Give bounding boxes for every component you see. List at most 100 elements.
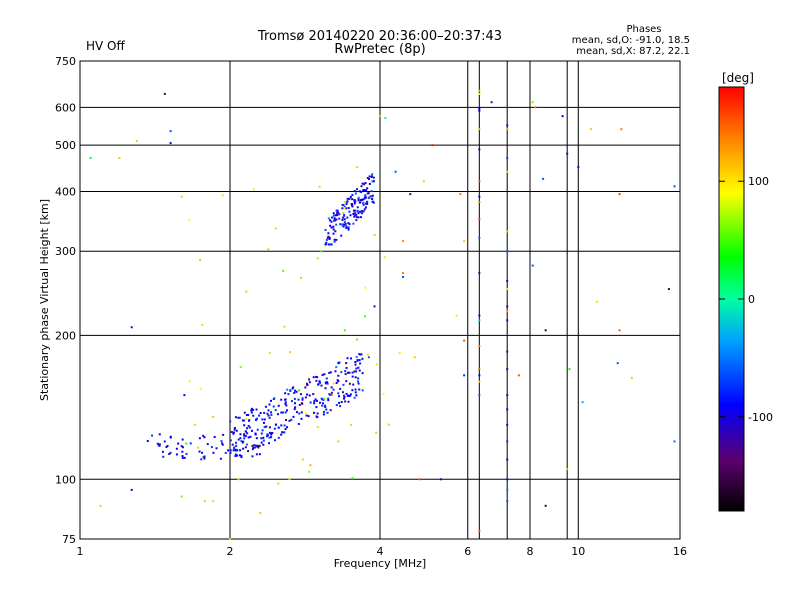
echo-point xyxy=(353,215,356,218)
echo-point xyxy=(233,426,236,429)
echo-point xyxy=(271,431,274,434)
echo-point xyxy=(268,431,271,434)
echo-point xyxy=(243,419,246,422)
echo-point xyxy=(353,199,356,202)
echo-point xyxy=(343,201,346,204)
status-label: HV Off xyxy=(86,39,125,53)
echo-point xyxy=(356,210,359,213)
echo-point xyxy=(332,388,335,391)
echo-point xyxy=(238,416,241,419)
echo-point xyxy=(333,217,336,220)
y-tick-label: 200 xyxy=(55,329,76,342)
echo-point xyxy=(618,193,621,196)
echo-point xyxy=(294,389,297,392)
echo-point xyxy=(338,213,341,216)
echo-point xyxy=(229,449,232,452)
echo-point xyxy=(328,393,331,396)
echo-point xyxy=(336,212,339,215)
echo-point xyxy=(343,329,346,332)
echo-point xyxy=(312,393,315,396)
echo-point xyxy=(324,381,327,384)
echo-point xyxy=(325,241,328,244)
echo-point xyxy=(222,433,225,436)
echo-point xyxy=(360,190,363,193)
echo-point xyxy=(506,394,509,397)
echo-point xyxy=(327,232,330,235)
echo-point xyxy=(229,538,231,540)
echo-point xyxy=(284,401,287,404)
echo-point xyxy=(620,128,623,131)
echo-point xyxy=(239,449,242,452)
echo-point xyxy=(544,329,547,332)
echo-point xyxy=(334,214,337,217)
echo-point xyxy=(341,216,344,219)
echo-point xyxy=(255,418,258,421)
echo-point xyxy=(342,211,345,214)
echo-point xyxy=(353,190,356,193)
echo-point xyxy=(162,455,165,458)
echo-point xyxy=(280,424,283,427)
echo-point xyxy=(221,194,224,197)
echo-point xyxy=(368,178,371,181)
echo-point xyxy=(305,382,308,385)
echo-point xyxy=(198,437,201,440)
echo-point xyxy=(245,414,248,417)
echo-point xyxy=(258,414,261,417)
echo-point xyxy=(371,200,374,203)
echo-point xyxy=(240,440,243,443)
echo-point xyxy=(366,353,369,356)
echo-point xyxy=(260,432,263,435)
echo-point xyxy=(243,433,246,436)
echo-point xyxy=(309,464,312,467)
echo-point xyxy=(589,128,592,131)
echo-point xyxy=(360,185,363,188)
echo-point xyxy=(255,453,258,456)
echo-point xyxy=(325,408,328,411)
echo-point xyxy=(478,394,481,397)
echo-point xyxy=(229,451,232,454)
echo-point xyxy=(345,392,348,395)
echo-point xyxy=(300,411,303,414)
echo-point xyxy=(375,363,378,366)
echo-point xyxy=(292,415,295,418)
x-tick-label: 16 xyxy=(673,545,687,558)
echo-point xyxy=(431,144,434,147)
echo-point xyxy=(244,434,247,437)
echo-point xyxy=(324,405,327,408)
echo-point xyxy=(161,450,164,453)
echo-point xyxy=(308,470,311,473)
echo-point xyxy=(262,443,265,446)
echo-point xyxy=(250,407,253,410)
echo-point xyxy=(478,345,481,348)
echo-point xyxy=(630,376,633,379)
echo-point xyxy=(295,411,298,414)
echo-point xyxy=(330,226,333,229)
echo-point xyxy=(246,432,249,435)
echo-point xyxy=(267,248,270,251)
echo-point xyxy=(347,222,350,225)
echo-point xyxy=(284,411,287,414)
echo-point xyxy=(506,309,509,312)
echo-point xyxy=(506,170,509,173)
echo-point xyxy=(362,198,365,201)
echo-point xyxy=(289,351,292,354)
echo-point xyxy=(366,192,369,195)
echo-point xyxy=(333,238,336,241)
echo-point xyxy=(293,397,296,400)
echo-point xyxy=(151,434,154,437)
echo-point xyxy=(263,426,266,429)
echo-point xyxy=(324,404,327,407)
echo-point xyxy=(331,216,334,219)
echo-point xyxy=(327,235,330,238)
echo-point xyxy=(341,203,344,206)
echo-point xyxy=(265,435,268,438)
echo-point xyxy=(258,453,261,456)
echo-point xyxy=(264,405,267,408)
echo-point xyxy=(180,495,183,498)
echo-point xyxy=(351,205,354,208)
echo-point xyxy=(165,446,168,449)
echo-point xyxy=(379,115,381,118)
echo-point xyxy=(338,217,341,220)
echo-point xyxy=(251,455,254,458)
echo-point xyxy=(316,257,319,260)
